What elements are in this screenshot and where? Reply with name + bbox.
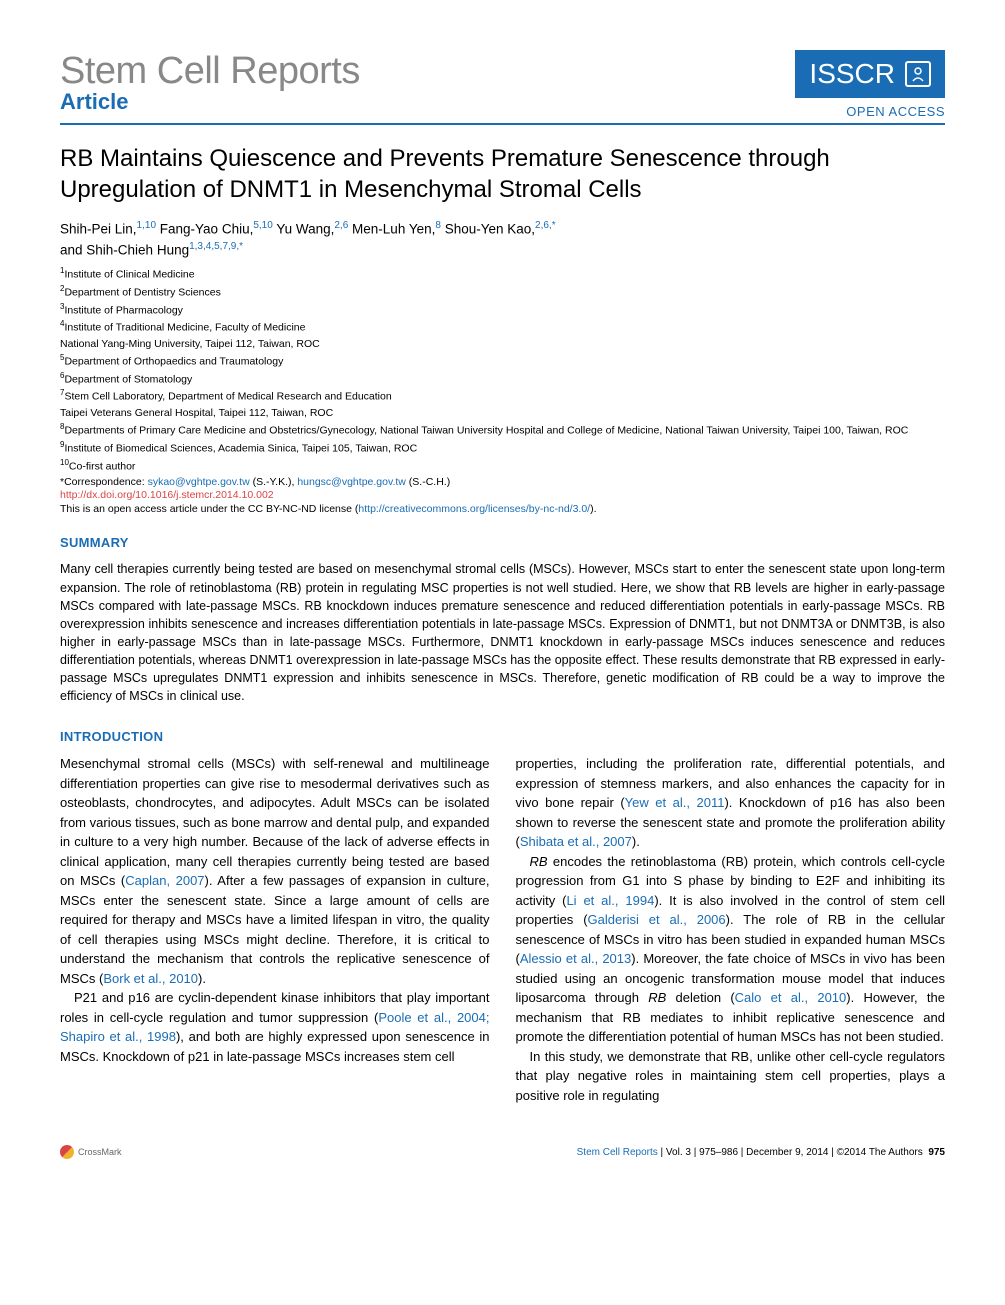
affiliation-text: Institute of Clinical Medicine [64, 269, 194, 281]
affiliation-text: Institute of Biomedical Sciences, Academ… [64, 442, 417, 454]
affiliation-text: Departments of Primary Care Medicine and… [64, 425, 908, 437]
license-line: This is an open access article under the… [60, 503, 945, 515]
affiliation-text: Department of Orthopaedics and Traumatol… [64, 356, 283, 368]
isscr-badge: ISSCR [795, 50, 945, 98]
column-left: Mesenchymal stromal cells (MSCs) with se… [60, 754, 490, 1105]
corr-email-1[interactable]: sykao@vghtpe.gov.tw [148, 476, 250, 488]
corr-suffix-1: (S.-Y.K.), [250, 476, 298, 488]
journal-name: Stem Cell Reports [60, 50, 360, 93]
text-run: ). After a few passages of expansion in … [60, 873, 490, 986]
affiliation-text: Stem Cell Laboratory, Department of Medi… [64, 391, 391, 403]
authors-line: Shih-Pei Lin,1,10 Fang-Yao Chiu,5,10 Yu … [60, 219, 945, 260]
text-run: ). [632, 834, 640, 849]
intro-para-1: Mesenchymal stromal cells (MSCs) with se… [60, 754, 490, 988]
affiliation-text: Institute of Pharmacology [64, 304, 182, 316]
license-url[interactable]: http://creativecommons.org/licenses/by-n… [358, 503, 590, 515]
crossmark-label: CrossMark [78, 1147, 122, 1157]
affiliation-line: 4Institute of Traditional Medicine, Facu… [60, 319, 945, 335]
affiliation-line: 1Institute of Clinical Medicine [60, 266, 945, 282]
author-3: Yu Wang, [276, 222, 334, 237]
affiliation-line: 6Department of Stomatology [60, 371, 945, 387]
page-footer: CrossMark Stem Cell Reports | Vol. 3 | 9… [60, 1145, 945, 1159]
article-type-label: Article [60, 89, 360, 115]
isscr-logo-icon [905, 61, 931, 87]
footer-citation: Stem Cell Reports | Vol. 3 | 975–986 | D… [577, 1147, 945, 1158]
citation-caplan-2007[interactable]: Caplan, 2007 [125, 873, 204, 888]
citation-shibata-2007[interactable]: Shibata et al., 2007 [520, 834, 632, 849]
affiliation-line: 10Co-first author [60, 458, 945, 474]
affiliation-text: Institute of Traditional Medicine, Facul… [64, 322, 305, 334]
intro-para-2-cont: properties, including the proliferation … [516, 754, 946, 852]
author-2-sup: 5,10 [253, 220, 272, 231]
crossmark-badge[interactable]: CrossMark [60, 1145, 122, 1159]
citation-galderisi-2006[interactable]: Galderisi et al., 2006 [588, 912, 726, 927]
footer-page: 975 [928, 1147, 945, 1158]
gene-rb-2: RB [648, 990, 666, 1005]
license-prefix: This is an open access article under the… [60, 503, 358, 515]
corr-suffix-2: (S.-C.H.) [406, 476, 450, 488]
author-4: Men-Luh Yen, [352, 222, 435, 237]
affiliation-text: Taipei Veterans General Hospital, Taipei… [60, 407, 333, 419]
text-run: Mesenchymal stromal cells (MSCs) with se… [60, 756, 490, 888]
affiliation-line: 7Stem Cell Laboratory, Department of Med… [60, 388, 945, 404]
affiliation-text: Co-first author [69, 460, 136, 472]
corr-prefix: *Correspondence: [60, 476, 148, 488]
author-6: and Shih-Chieh Hung [60, 242, 189, 257]
footer-journal: Stem Cell Reports [577, 1147, 658, 1158]
affiliation-text: National Yang-Ming University, Taipei 11… [60, 338, 320, 350]
author-2: Fang-Yao Chiu, [160, 222, 254, 237]
citation-calo-2010[interactable]: Calo et al., 2010 [735, 990, 847, 1005]
affiliation-line: 9Institute of Biomedical Sciences, Acade… [60, 440, 945, 456]
author-5: Shou-Yen Kao, [445, 222, 535, 237]
footer-vol: | Vol. 3 | 975–986 | December 9, 2014 | … [658, 1147, 923, 1158]
affiliation-text: Department of Stomatology [64, 373, 192, 385]
citation-bork-2010[interactable]: Bork et al., 2010 [103, 971, 198, 986]
affiliation-line: 2Department of Dentistry Sciences [60, 284, 945, 300]
two-column-body: Mesenchymal stromal cells (MSCs) with se… [60, 754, 945, 1105]
author-3-sup: 2,6 [334, 220, 348, 231]
affiliation-line: Taipei Veterans General Hospital, Taipei… [60, 406, 945, 420]
affiliations-block: 1Institute of Clinical Medicine 2Departme… [60, 266, 945, 473]
author-1: Shih-Pei Lin, [60, 222, 137, 237]
text-run: ). [198, 971, 206, 986]
summary-text: Many cell therapies currently being test… [60, 560, 945, 705]
page-container: Stem Cell Reports Article ISSCR OPEN ACC… [0, 0, 1005, 1189]
intro-para-3: RB encodes the retinoblastoma (RB) prote… [516, 852, 946, 1047]
open-access-label: OPEN ACCESS [846, 104, 945, 119]
intro-para-2: P21 and p16 are cyclin-dependent kinase … [60, 988, 490, 1066]
author-6-sup: 1,3,4,5,7,9,* [189, 241, 243, 252]
citation-yew-2011[interactable]: Yew et al., 2011 [625, 795, 725, 810]
crossmark-icon [60, 1145, 74, 1159]
affiliation-text: Department of Dentistry Sciences [64, 286, 220, 298]
gene-rb: RB [530, 854, 548, 869]
citation-li-1994[interactable]: Li et al., 1994 [566, 893, 654, 908]
isscr-text: ISSCR [809, 58, 895, 90]
article-title: RB Maintains Quiescence and Prevents Pre… [60, 143, 945, 205]
citation-alessio-2013[interactable]: Alessio et al., 2013 [520, 951, 631, 966]
column-right: properties, including the proliferation … [516, 754, 946, 1105]
affiliation-line: 3Institute of Pharmacology [60, 302, 945, 318]
journal-block: Stem Cell Reports Article [60, 50, 360, 115]
author-5-sup: 2,6,* [535, 220, 556, 231]
author-1-sup: 1,10 [137, 220, 156, 231]
affiliation-line: 5Department of Orthopaedics and Traumato… [60, 353, 945, 369]
affiliation-line: 8Departments of Primary Care Medicine an… [60, 422, 945, 438]
corr-email-2[interactable]: hungsc@vghtpe.gov.tw [297, 476, 406, 488]
author-4-sup: 8 [435, 220, 441, 231]
correspondence-line: *Correspondence: sykao@vghtpe.gov.tw (S.… [60, 475, 945, 489]
license-suffix: ). [590, 503, 596, 515]
introduction-heading: INTRODUCTION [60, 729, 945, 744]
isscr-block: ISSCR OPEN ACCESS [795, 50, 945, 119]
text-run: deletion ( [666, 990, 734, 1005]
affiliation-number: 10 [60, 458, 69, 467]
intro-para-4: In this study, we demonstrate that RB, u… [516, 1047, 946, 1106]
affiliation-line: National Yang-Ming University, Taipei 11… [60, 337, 945, 351]
summary-heading: SUMMARY [60, 535, 945, 550]
header-bar: Stem Cell Reports Article ISSCR OPEN ACC… [60, 50, 945, 125]
doi-link[interactable]: http://dx.doi.org/10.1016/j.stemcr.2014.… [60, 489, 945, 501]
